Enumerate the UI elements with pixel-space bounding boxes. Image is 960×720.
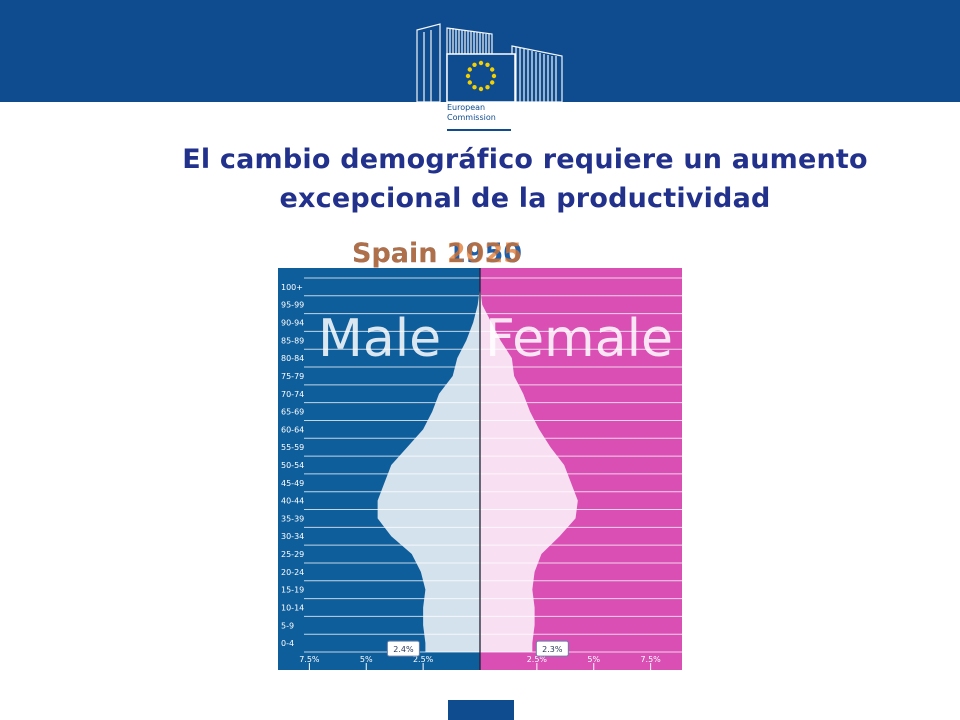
male-label: Male [318,309,441,369]
x-tick-label: 5% [587,655,600,664]
female-pyramid-shape [480,278,578,652]
population-pyramid-chart: 0-4 5-9 10-14 15-19 20-24 25-29 30-34 35-39 40-4… [278,268,682,670]
female-label: Female [485,309,673,369]
x-tick-label: 7.5% [640,655,661,664]
slide-title-line-1: El cambio demográfico requiere un aument… [182,144,868,175]
female-callout-label: 2.3% [542,645,563,654]
slide-title-line-2: excepcional de la productividad [279,183,771,214]
age-group-label: 60-64 [281,425,304,434]
age-group-label: 5-9 [281,621,294,630]
male-pyramid-shape [377,278,480,652]
age-group-label: 50-54 [281,461,304,470]
logo-text: European Commission [447,103,496,123]
logo-building-icon [416,23,563,103]
x-tick-label: 5% [360,655,373,664]
age-group-label: 55-59 [281,443,304,452]
age-group-label: 20-24 [281,568,304,577]
logo-text-line2: Commission [447,113,496,122]
age-group-label: 15-19 [281,586,304,595]
subtitle-layer-2: Spain 2025 [352,238,523,269]
age-group-label: 10-14 [281,603,304,612]
age-group-label: 45-49 [281,479,304,488]
x-tick-label: 2.5% [527,655,548,664]
age-group-label: 90-94 [281,319,304,328]
slide-title: El cambio demográfico requiere un aument… [0,140,960,218]
male-callout-box [386,640,420,657]
age-group-label: 40-44 [281,497,304,506]
population-pyramid-svg: 0-4 5-9 10-14 15-19 20-24 25-29 30-34 35-39 40-4… [278,268,682,670]
age-group-label: 70-74 [281,390,304,399]
age-group-label: 80-84 [281,354,304,363]
age-group-label: 35-39 [281,514,304,523]
age-group-label: 75-79 [281,372,304,381]
female-callout-box [535,640,569,657]
x-tick-label: 2.5% [413,655,434,664]
age-group-label: 85-89 [281,336,304,345]
age-group-label: 25-29 [281,550,304,559]
logo-text-line1: European [447,103,486,112]
footer-tab [448,700,514,720]
x-tick-label: 7.5% [299,655,320,664]
age-group-label: 95-99 [281,301,304,310]
age-group-label: 65-69 [281,408,304,417]
subtitle-layer-1: Spain 1950 [352,238,523,269]
age-group-label: 100+ [281,283,303,292]
age-group-label: 0-4 [281,639,294,648]
logo-underline [447,129,511,131]
chart-subtitle: Spain 1950 Spain 2025 [352,236,582,276]
male-callout-label: 2.4% [393,645,414,654]
european-commission-logo [412,18,572,138]
age-group-label: 30-34 [281,532,304,541]
